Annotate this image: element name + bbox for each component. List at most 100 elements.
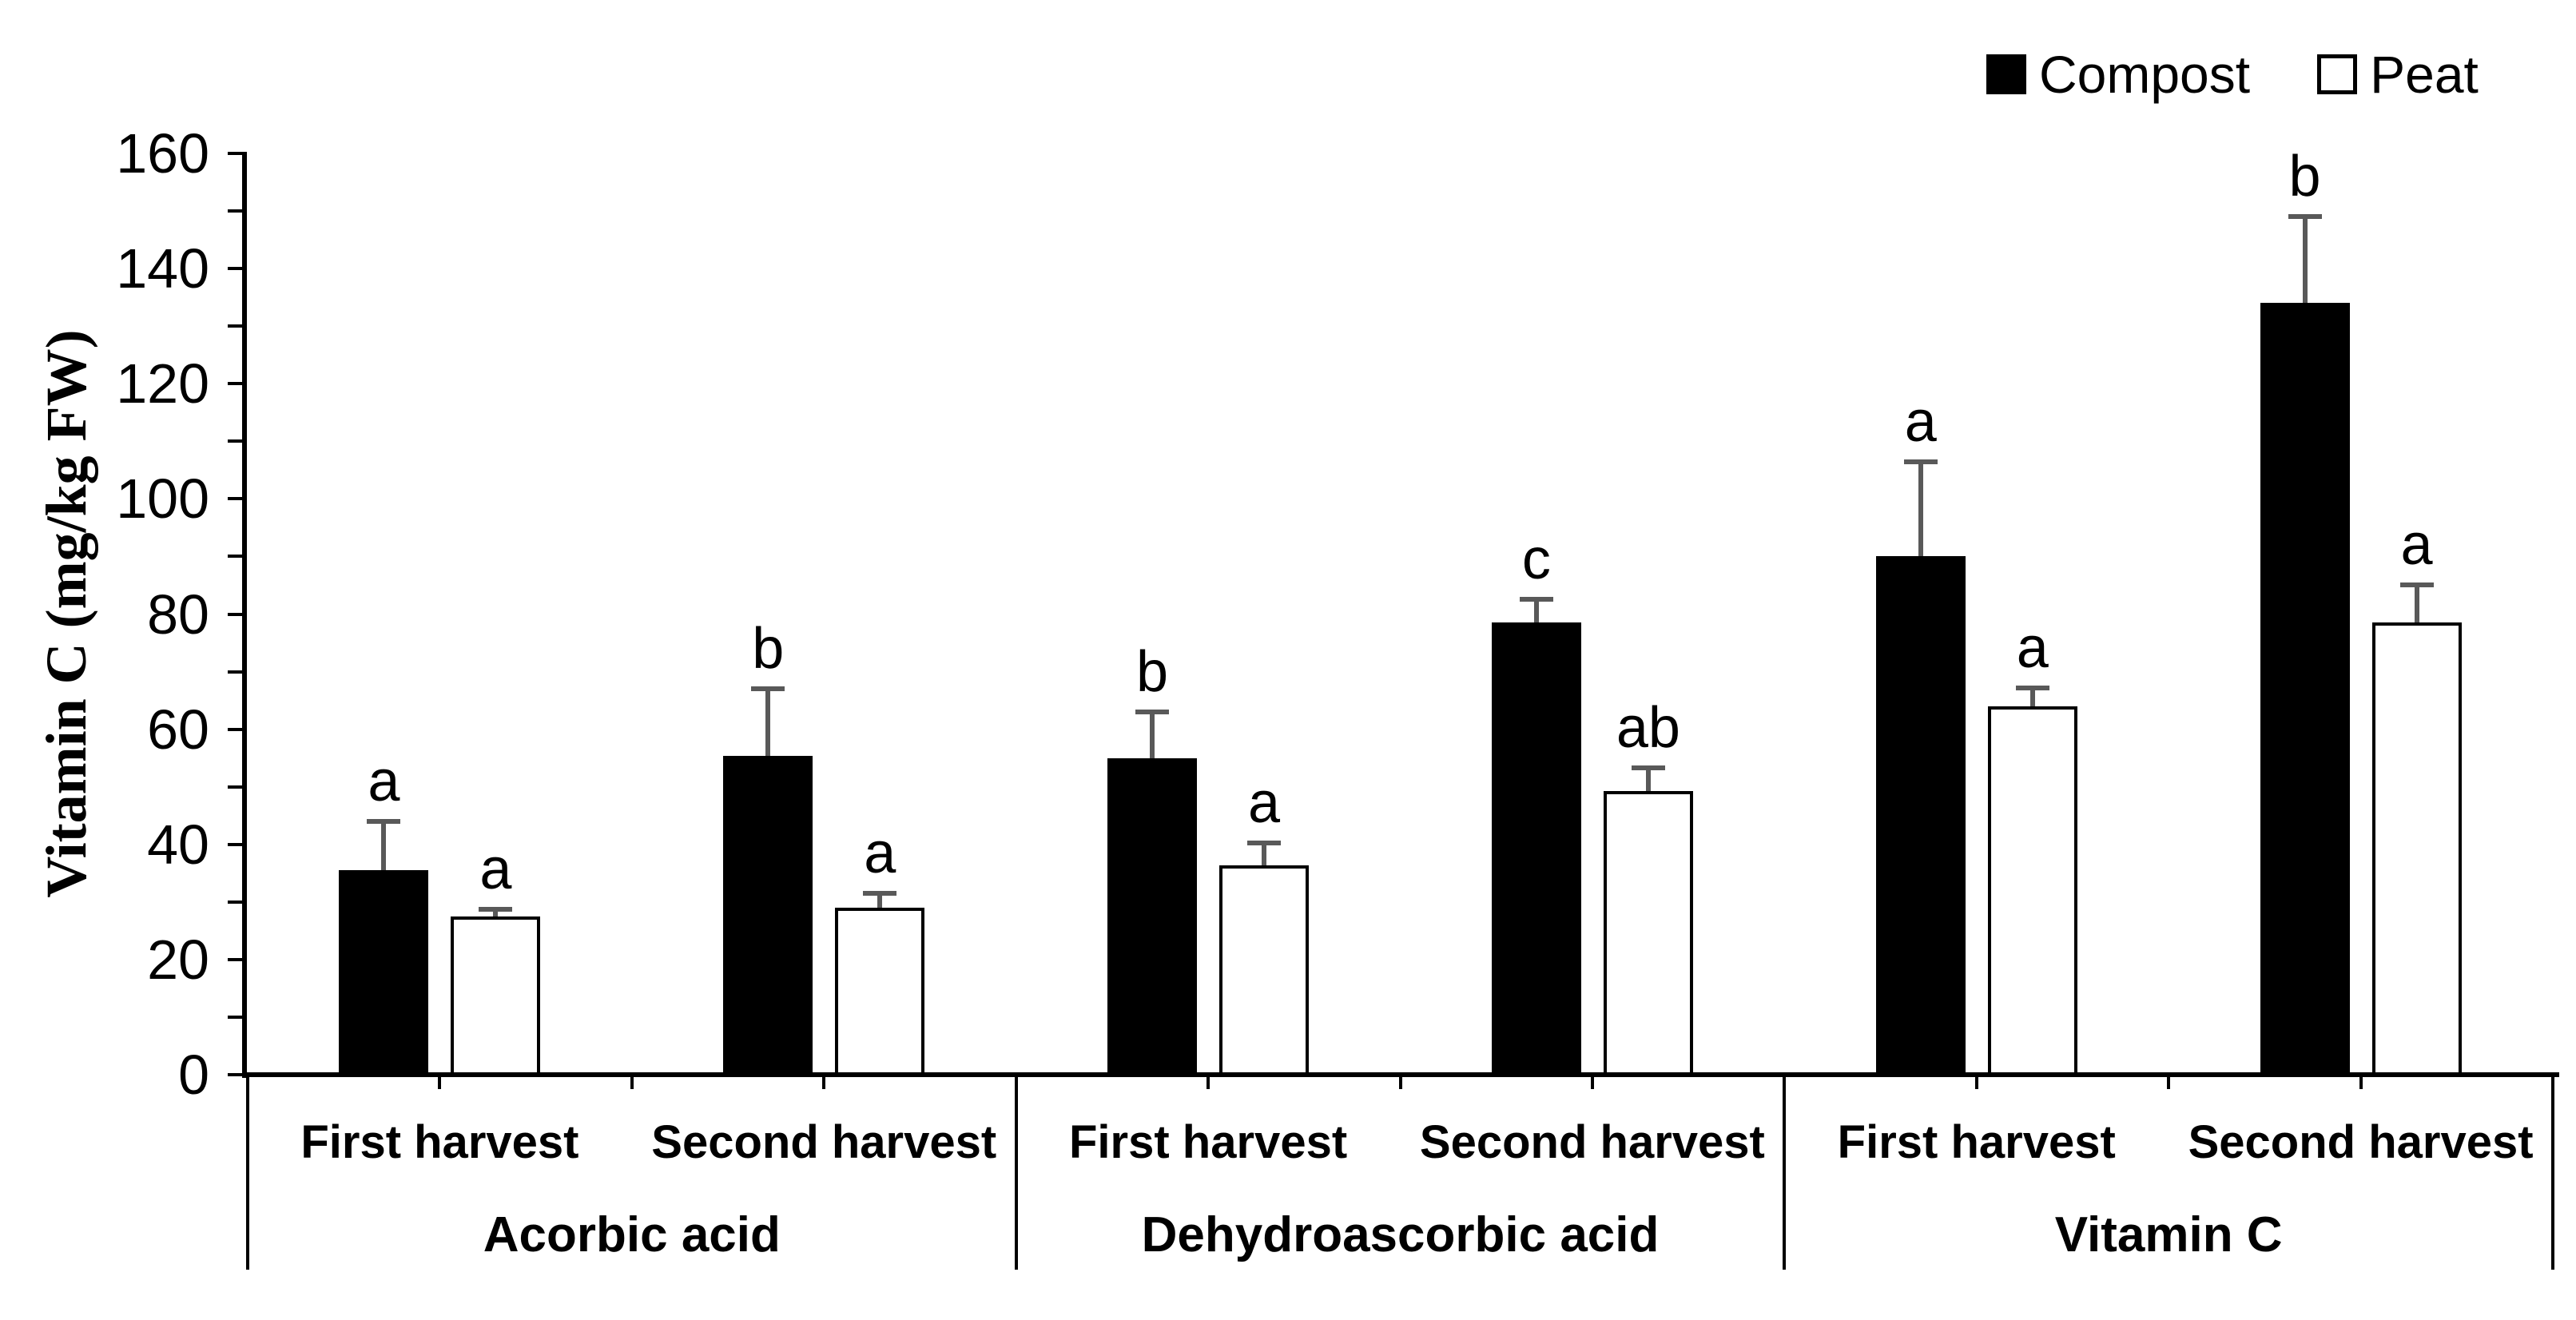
y-axis-minor-tick (228, 152, 244, 155)
error-bar-cap (1519, 597, 1553, 602)
legend-swatch-peat-icon (2317, 54, 2358, 94)
y-axis-minor-tick (228, 900, 244, 904)
x-axis-minor-tick (1974, 1075, 1978, 1089)
significance-letter: a (2016, 615, 2049, 680)
y-axis-minor-tick (228, 957, 244, 961)
y-axis-minor-tick (228, 497, 244, 501)
error-bar-line (493, 909, 499, 916)
group-label: Acorbic acid (483, 1207, 781, 1262)
y-axis-tick-label: 160 (116, 122, 209, 185)
error-bar-line (1262, 843, 1267, 866)
error-bar-cap (863, 891, 897, 896)
x-axis-minor-tick (1398, 1075, 1402, 1089)
group-separator (1014, 1075, 1018, 1270)
x-axis-minor-tick (630, 1075, 634, 1089)
error-bar-line (1150, 712, 1155, 758)
y-axis-minor-tick (228, 612, 244, 616)
x-axis-minor-tick (822, 1075, 826, 1089)
significance-letter: ab (1616, 695, 1680, 760)
error-bar-line (2029, 687, 2035, 706)
y-axis-tick-label: 20 (147, 928, 209, 991)
error-bar-line (1533, 599, 1539, 623)
y-axis-minor-tick (228, 842, 244, 846)
y-axis-tick-label: 140 (116, 237, 209, 300)
category-label: Second harvest (1419, 1116, 1765, 1168)
group-separator (1783, 1075, 1787, 1270)
bar-peat (835, 908, 925, 1077)
group-label: Vitamin C (2054, 1207, 2283, 1262)
significance-letter: b (1136, 640, 1169, 704)
error-bar-cap (1631, 765, 1665, 770)
error-bar-cap (479, 907, 513, 912)
bar-peat (1987, 706, 2077, 1077)
category-label: Second harvest (2188, 1116, 2534, 1168)
bar-peat (2371, 622, 2462, 1077)
y-axis-tick-label: 80 (147, 582, 209, 646)
error-bar-line (2414, 585, 2419, 623)
legend-label-peat: Peat (2370, 45, 2479, 104)
group-label: Dehydroascorbic acid (1141, 1207, 1660, 1262)
error-bar-line (1645, 767, 1651, 791)
significance-letter: b (2288, 145, 2321, 209)
error-bar-line (765, 689, 771, 757)
bar-compost (339, 870, 429, 1077)
y-axis-minor-tick (228, 324, 244, 328)
x-axis-minor-tick (1207, 1075, 1210, 1089)
error-bar-cap (1903, 459, 1938, 464)
error-bar-cap (367, 818, 401, 824)
group-separator (2551, 1075, 2554, 1270)
error-bar-cap (2399, 582, 2434, 588)
y-axis-minor-tick (228, 382, 244, 386)
error-bar-line (381, 821, 387, 871)
significance-letter: a (1904, 389, 1937, 454)
x-axis-line (244, 1072, 2559, 1077)
bar-peat (1219, 865, 1310, 1077)
x-axis-minor-tick (2359, 1075, 2363, 1089)
y-axis-tick-label: 60 (147, 698, 209, 761)
error-bar-line (877, 893, 883, 908)
y-axis-minor-tick (228, 727, 244, 731)
bar-compost (2260, 303, 2350, 1077)
y-axis-tick-label: 40 (147, 813, 209, 876)
y-axis-minor-tick (228, 267, 244, 271)
category-label: Second harvest (651, 1116, 997, 1168)
y-axis-minor-tick (228, 439, 244, 443)
x-axis-minor-tick (2167, 1075, 2171, 1089)
category-label: First harvest (1837, 1116, 2116, 1168)
category-label: First harvest (1069, 1116, 1348, 1168)
group-separator (246, 1075, 249, 1270)
bar-peat (1603, 790, 1693, 1077)
error-bar-cap (1135, 710, 1170, 714)
x-axis-minor-tick (438, 1075, 442, 1089)
legend-item-compost: Compost (1986, 46, 2250, 102)
y-axis-minor-tick (228, 209, 244, 213)
legend: Compost Peat (1986, 46, 2479, 102)
error-bar-cap (1247, 841, 1282, 846)
error-bar-line (1918, 461, 1923, 557)
category-label: First harvest (300, 1116, 579, 1168)
error-bar-cap (2288, 214, 2322, 220)
bar-compost (1107, 757, 1198, 1077)
y-axis-line (242, 152, 247, 1078)
y-axis-tick-label: 0 (178, 1044, 209, 1106)
significance-letter: c (1521, 527, 1551, 592)
y-axis-minor-tick (228, 1015, 244, 1019)
legend-label-compost: Compost (2039, 45, 2251, 104)
y-axis-minor-tick (228, 555, 244, 559)
bar-compost (1491, 622, 1581, 1077)
x-axis-minor-tick (1590, 1075, 1594, 1089)
significance-letter: a (864, 821, 896, 885)
y-axis-minor-tick (228, 670, 244, 674)
significance-letter: a (368, 749, 400, 813)
error-bar-line (2302, 217, 2308, 304)
legend-swatch-compost-icon (1986, 54, 2026, 94)
bar-compost (1875, 556, 1966, 1077)
bar-peat (451, 916, 541, 1077)
significance-letter: a (479, 837, 512, 902)
significance-letter: b (752, 617, 785, 682)
y-axis-tick-label: 100 (116, 467, 209, 531)
error-bar-cap (751, 686, 785, 692)
y-axis-minor-tick (228, 785, 244, 789)
bar-compost (723, 756, 813, 1077)
